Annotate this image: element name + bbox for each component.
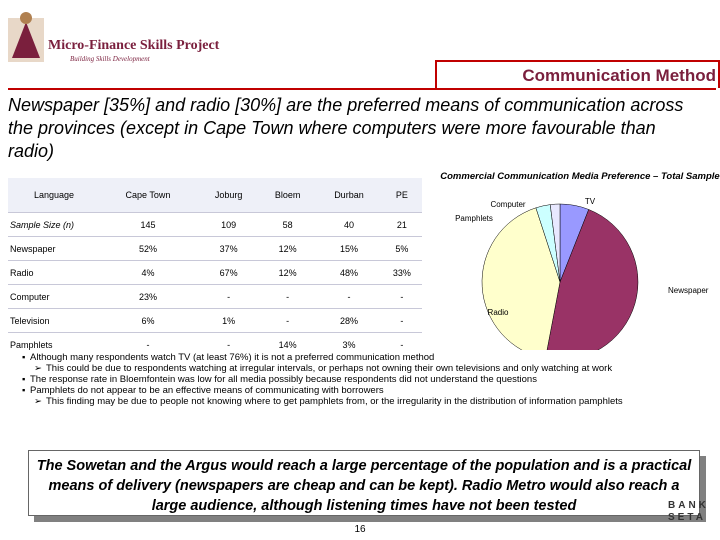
pie-chart: TV Newspaper Radio Pamphlets Computer xyxy=(455,197,709,350)
table-row: Computer 23% - - - - xyxy=(8,284,422,309)
bullet-list: Although many respondents watch TV (at l… xyxy=(22,352,712,407)
bullet: Pamphlets do not appear to be an effecti… xyxy=(22,385,712,396)
table-cell: 6% xyxy=(98,308,198,333)
table-cell: - xyxy=(381,308,422,333)
chart-title: Commercial Communication Media Preferenc… xyxy=(440,171,720,182)
table-row: Pamphlets - -14% 3% - xyxy=(8,332,422,356)
bullet: The response rate in Bloemfontein was lo… xyxy=(22,374,712,385)
table-cell: 14% xyxy=(259,332,317,356)
table-cell: 23% xyxy=(98,284,198,309)
table-cell: - xyxy=(197,332,260,356)
table-cell: - xyxy=(259,308,317,333)
table-cell: Pamphlets xyxy=(8,332,98,356)
header-cell: Joburg xyxy=(197,178,260,213)
pie-slice xyxy=(549,203,561,283)
table-cell: Sample Size (n) xyxy=(8,212,98,237)
logo-icon xyxy=(8,12,44,62)
pie-slice xyxy=(546,209,639,350)
table-cell: 28% xyxy=(316,308,382,333)
table-cell: 109 xyxy=(197,212,260,237)
table-cell: 4% xyxy=(98,260,198,285)
table-cell: 12% xyxy=(259,260,317,285)
logo-shape xyxy=(20,12,32,24)
footer-logo-text: SETA xyxy=(668,512,706,523)
slice-label: Pamphlets xyxy=(455,214,493,223)
header-cell: Bloem xyxy=(259,178,317,213)
logo-name: Micro-Finance Skills Project xyxy=(48,38,220,53)
logo-shape xyxy=(12,22,40,58)
table-cell: 58 xyxy=(259,212,317,237)
table-cell: 52% xyxy=(98,236,198,261)
table-cell: 15% xyxy=(316,236,382,261)
page-number: 16 xyxy=(354,524,366,535)
footer-logo-text: BANK xyxy=(668,500,709,511)
title-rule xyxy=(8,62,716,90)
table-cell: - xyxy=(316,284,382,309)
table-cell: 40 xyxy=(316,212,382,237)
callout: The Sowetan and the Argus would reach a … xyxy=(28,450,700,516)
header-cell: Durban xyxy=(316,178,382,213)
table-cell: - xyxy=(381,284,422,309)
table-cell: 5% xyxy=(381,236,422,261)
table-row: Radio 4% 67% 12% 48% 33% xyxy=(8,260,422,285)
table-header-row: Language Cape Town Joburg Bloem Durban PE xyxy=(8,178,422,213)
table-cell: 67% xyxy=(197,260,260,285)
table-row: Newspaper 52% 37% 12% 15% 5% xyxy=(8,236,422,261)
table-cell: Television xyxy=(8,308,98,333)
sub-bullet: This could be due to respondents watchin… xyxy=(22,363,712,374)
table-cell: 33% xyxy=(381,260,422,285)
table-row: Sample Size (n) 145 109 58 40 21 xyxy=(8,212,422,237)
slide-title: Communication Method xyxy=(522,66,716,85)
table-cell: - xyxy=(197,284,260,309)
table-cell: 12% xyxy=(259,236,317,261)
table-cell: - xyxy=(98,332,198,356)
headline: Newspaper [35%] and radio [30%] are the … xyxy=(8,95,684,161)
table-cell: - xyxy=(381,332,422,356)
table-cell: - xyxy=(259,284,317,309)
table-cell: Newspaper xyxy=(8,236,98,261)
header-cell: Language xyxy=(8,178,98,213)
slice-label: TV xyxy=(585,197,596,206)
table-cell: 1% xyxy=(197,308,260,333)
table-cell: 48% xyxy=(316,260,382,285)
logo-tagline: Building Skills Development xyxy=(70,55,150,63)
table: Language Cape Town Joburg Bloem Durban PE Samp… xyxy=(8,178,422,356)
table-cell: 21 xyxy=(381,212,422,237)
table-cell: 37% xyxy=(197,236,260,261)
table-cell: Radio xyxy=(8,260,98,285)
slice-label: Newspaper xyxy=(668,286,709,295)
sub-bullet: This finding may be due to people not kn… xyxy=(22,396,712,407)
title-box xyxy=(435,60,720,88)
table-row: Television 6% 1% -28% - xyxy=(8,308,422,333)
bullet: Although many respondents watch TV (at l… xyxy=(22,352,712,363)
table-cell: Computer xyxy=(8,284,98,309)
table-cell: 3% xyxy=(316,332,382,356)
header-cell: Cape Town xyxy=(98,178,198,213)
pie-slice xyxy=(481,207,561,350)
footer-logo: BANK SETA xyxy=(668,500,714,524)
slice-label: Radio xyxy=(488,308,509,317)
header-cell: PE xyxy=(381,178,422,213)
slice-label: Computer xyxy=(490,200,525,209)
table-cell: 145 xyxy=(98,212,198,237)
